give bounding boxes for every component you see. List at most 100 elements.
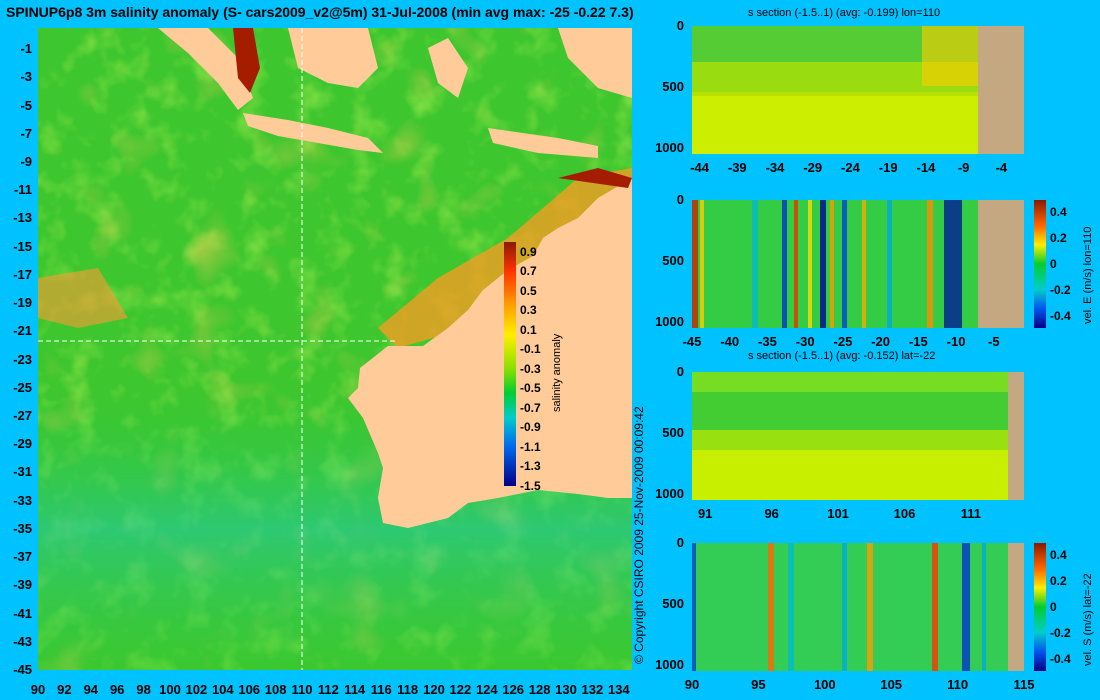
section-x-tick: 101 — [827, 506, 849, 521]
section-x-tick: -25 — [833, 334, 853, 349]
map-x-tick: 108 — [264, 682, 287, 697]
velocity-stripe — [788, 543, 794, 671]
velocity-stripe — [962, 543, 970, 671]
section-y-tick: 1000 — [655, 656, 684, 672]
vel-colorbar-tick: 0 — [1050, 257, 1057, 271]
map-y-tick: -13 — [13, 210, 32, 226]
colorbar-tick: 0.5 — [520, 283, 537, 298]
map-y-tick: -17 — [13, 266, 32, 282]
section-x-tick: 111 — [960, 506, 982, 521]
map-x-tick: 110 — [291, 682, 313, 697]
s-section-lat-22-plot — [692, 372, 1024, 500]
section-y-tick: 500 — [662, 252, 684, 268]
new-guinea — [558, 28, 632, 98]
section-x-tick: -35 — [758, 334, 777, 349]
map-x-tick: 126 — [502, 682, 525, 697]
section-x-tick: 90 — [684, 677, 700, 692]
map-y-tick: -35 — [13, 520, 32, 536]
section-x-tick: -19 — [878, 160, 898, 175]
velocity-stripe — [867, 543, 873, 671]
east-islands — [488, 128, 598, 158]
australia-landmass — [348, 178, 632, 528]
map-x-tick: 114 — [344, 682, 366, 697]
section-x-tick: -5 — [988, 334, 1000, 349]
salinity-colorbar — [504, 242, 516, 486]
section-y-tick: 1000 — [655, 313, 684, 329]
section-x-tick: 110 — [947, 677, 969, 692]
s-section-lon110-plot — [692, 26, 1024, 154]
section-y-tick: 500 — [662, 78, 684, 94]
vel-colorbar-tick: 0.4 — [1050, 548, 1067, 562]
salinity-anomaly-map — [38, 28, 632, 670]
map-x-tick: 102 — [185, 682, 208, 697]
section-x-tick: -30 — [795, 334, 815, 349]
section-y-tick: 0 — [676, 18, 684, 33]
velocity-stripe — [808, 200, 812, 328]
map-y-tick: -1 — [20, 41, 32, 57]
map-y-tick: -23 — [13, 351, 32, 367]
map-x-tick: 116 — [370, 682, 392, 697]
vel-colorbar-tick: 0.2 — [1050, 574, 1067, 588]
sumatra-island — [158, 28, 253, 110]
section-x-tick: -45 — [682, 334, 702, 349]
copyright-text: © Copyright CSIRO 2009 25-Nov-2009 00:09… — [632, 406, 646, 664]
velocity-stripe — [982, 543, 986, 671]
map-y-tick: -21 — [13, 323, 32, 339]
map-x-tick: 128 — [528, 682, 551, 697]
vel-e-colorbar — [1034, 200, 1046, 328]
map-x-tick: 130 — [555, 682, 577, 697]
section-x-tick: 96 — [764, 506, 779, 521]
colorbar-tick: -0.9 — [520, 420, 541, 435]
vel-colorbar-tick: 0 — [1050, 600, 1057, 614]
section-y-tick: 0 — [676, 364, 684, 379]
map-y-tick: -39 — [13, 577, 32, 593]
colorbar-tick: -0.1 — [520, 342, 541, 357]
map-y-tick: -3 — [20, 69, 32, 85]
map-y-tick: -27 — [13, 408, 32, 424]
map-x-tick: 90 — [30, 682, 46, 697]
colorbar-tick: -0.3 — [520, 361, 541, 376]
velocity-stripe — [768, 543, 774, 671]
section-x-tick: -14 — [916, 160, 936, 175]
velocity-stripe — [830, 200, 834, 328]
section-y-tick: 0 — [676, 192, 684, 207]
map-y-tick: -11 — [13, 182, 32, 198]
vel-colorbar-tick: 0.4 — [1050, 205, 1067, 219]
map-y-tick: -37 — [13, 549, 32, 565]
vel-s-section-lat-22-plot — [692, 543, 1024, 671]
vel-colorbar-tick: -0.4 — [1050, 309, 1071, 323]
section-x-tick: 115 — [1013, 677, 1035, 692]
map-y-tick: -15 — [13, 238, 32, 254]
vel-colorbar-tick: -0.2 — [1050, 626, 1071, 640]
map-y-tick: -41 — [13, 605, 32, 621]
section-x-tick: -15 — [908, 334, 928, 349]
section-x-tick: 100 — [813, 677, 836, 692]
map-y-tick: -9 — [20, 154, 32, 170]
map-x-tick: 118 — [397, 682, 419, 697]
map-x-tick: 100 — [159, 682, 181, 697]
vel-s-colorbar-label: vel. S (m/s) lat=-22 — [1082, 573, 1094, 666]
section-y-tick: 500 — [662, 595, 684, 611]
section-x-tick: -9 — [957, 160, 970, 175]
map-x-tick: 94 — [83, 682, 99, 697]
figure-title: SPINUP6p8 3m salinity anomaly (S- cars20… — [6, 4, 634, 20]
section-x-tick: -24 — [841, 160, 860, 175]
vel-colorbar-tick: -0.4 — [1050, 652, 1071, 666]
colorbar-tick: -0.5 — [520, 381, 541, 396]
velocity-stripe — [820, 200, 826, 328]
colorbar-label: salinity anomaly — [551, 333, 563, 412]
map-y-tick: -19 — [13, 295, 32, 311]
section-y-tick: 1000 — [655, 139, 684, 155]
map-x-tick: 124 — [475, 682, 498, 697]
colorbar-tick: 0.1 — [520, 322, 537, 337]
section-x-tick: -39 — [727, 160, 747, 175]
vel-colorbar-tick: 0.2 — [1050, 231, 1067, 245]
velocity-stripe — [932, 543, 938, 671]
velocity-stripe — [794, 200, 798, 328]
vel-e-section-lon110-plot — [692, 200, 1024, 328]
map-y-tick: -45 — [13, 662, 32, 677]
velocity-stripe — [887, 200, 892, 328]
section-x-tick: 105 — [880, 677, 903, 692]
map-x-tick: 134 — [607, 682, 630, 697]
vel-colorbar-tick: -0.2 — [1050, 283, 1071, 297]
